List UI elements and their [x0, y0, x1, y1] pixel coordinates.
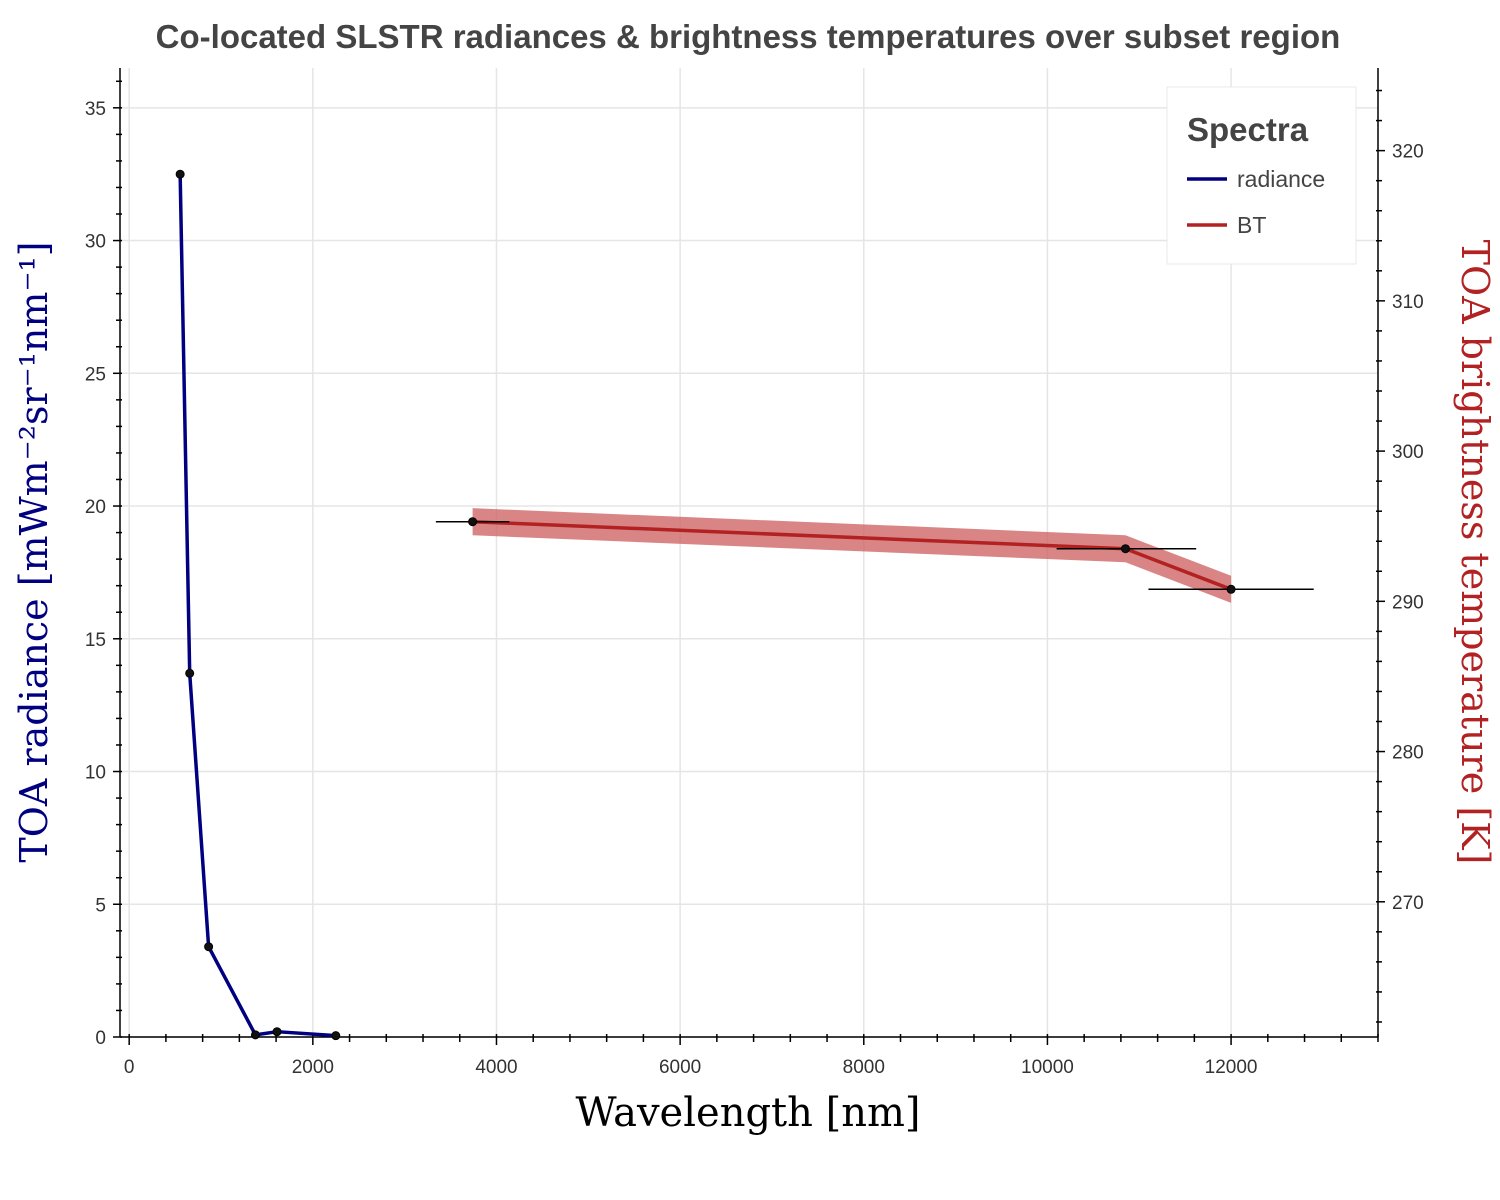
series-bt-point: [1226, 584, 1236, 594]
series-bt-band: [472, 508, 1232, 603]
y-left-tick-label: 0: [95, 1028, 106, 1049]
legend-label-radiance: radiance: [1237, 166, 1325, 192]
y-right-tick-label: 270: [1392, 893, 1424, 914]
series-layer: [175, 169, 1314, 1041]
x-tick-label: 12000: [1205, 1057, 1258, 1078]
series-radiance-point: [185, 668, 195, 678]
y-right-tick-label: 290: [1392, 592, 1424, 613]
x-axis: 0 2000 4000 6000 8000 10000 12000: [124, 1034, 1379, 1078]
y-right-tick-label: 300: [1392, 442, 1424, 463]
y-axis-left: 0 5 10 15 20 25 30 35: [85, 80, 122, 1049]
x-tick-label: 8000: [843, 1057, 885, 1078]
y-left-tick-label: 5: [95, 895, 106, 916]
y-left-tick-label: 35: [85, 99, 106, 120]
x-tick-label: 10000: [1021, 1057, 1074, 1078]
series-bt-point: [468, 517, 478, 527]
series-radiance-point: [204, 942, 214, 952]
series-radiance-point: [175, 169, 185, 179]
legend-box: [1166, 86, 1357, 265]
chart-title: Co-located SLSTR radiances & brightness …: [156, 18, 1341, 55]
y-right-tick-label: 310: [1392, 292, 1424, 313]
y-axis-left-title: TOA radiance [mWm⁻²sr⁻¹nm⁻¹]: [12, 241, 56, 862]
y-axis-right-title: TOA brightness temperature [K]: [1453, 240, 1497, 865]
legend-label-bt: BT: [1237, 212, 1266, 238]
legend: Spectra radiance BT: [1166, 86, 1357, 265]
series-radiance-line: [178, 174, 336, 1038]
y-left-tick-label: 30: [85, 232, 106, 253]
x-tick-label: 2000: [292, 1057, 334, 1078]
series-radiance-point: [250, 1030, 260, 1040]
x-tick-label: 0: [124, 1057, 135, 1078]
x-tick-label: 4000: [475, 1057, 517, 1078]
y-left-tick-label: 15: [85, 630, 106, 651]
series-bt-point: [1120, 544, 1130, 554]
y-left-tick-label: 20: [85, 497, 106, 518]
y-right-tick-label: 280: [1392, 743, 1424, 764]
legend-title: Spectra: [1187, 111, 1309, 148]
series-radiance-point: [272, 1027, 282, 1037]
y-left-tick-label: 10: [85, 763, 106, 784]
y-left-tick-label: 25: [85, 364, 106, 385]
y-axis-right: 270 280 290 300 310 320: [1376, 89, 1424, 1023]
x-axis-title: Wavelength [nm]: [575, 1090, 920, 1136]
y-right-tick-label: 320: [1392, 142, 1424, 163]
series-radiance-point: [331, 1031, 341, 1041]
x-tick-label: 6000: [659, 1057, 701, 1078]
